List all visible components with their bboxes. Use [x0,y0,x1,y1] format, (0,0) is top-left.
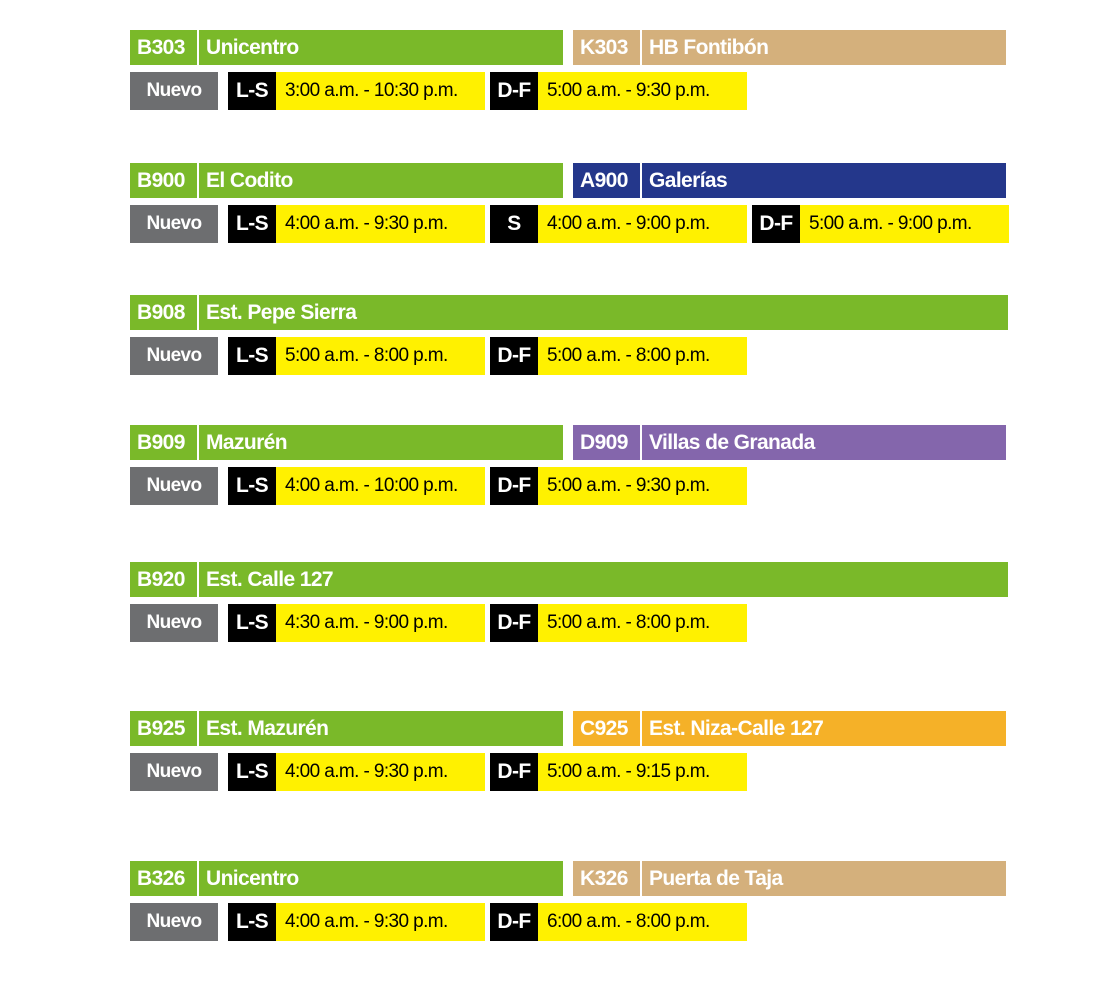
route-code: A900 [573,163,640,198]
status-badge: Nuevo [130,72,218,110]
days-label: L-S [228,753,276,791]
hours: 5:00 a.m. - 9:30 p.m. [538,467,747,505]
hours: 3:00 a.m. - 10:30 p.m. [276,72,485,110]
hours: 4:00 a.m. - 10:00 p.m. [276,467,485,505]
hours: 4:00 a.m. - 9:30 p.m. [276,205,485,243]
route-code: B326 [130,861,197,896]
status-badge: Nuevo [130,903,218,941]
hours: 5:00 a.m. - 8:00 p.m. [538,604,747,642]
route-code: D909 [573,425,640,460]
route-code: B908 [130,295,197,330]
status-badge: Nuevo [130,604,218,642]
hours: 4:00 a.m. - 9:00 p.m. [538,205,747,243]
route-code: B920 [130,562,197,597]
hours: 5:00 a.m. - 8:00 p.m. [538,337,747,375]
days-label: L-S [228,337,276,375]
hours: 6:00 a.m. - 8:00 p.m. [538,903,747,941]
days-label: D-F [490,903,538,941]
days-label: L-S [228,205,276,243]
route-name: Est. Mazurén [199,711,563,746]
days-label: S [490,205,538,243]
days-label: L-S [228,903,276,941]
route-code: B925 [130,711,197,746]
route-code: B909 [130,425,197,460]
days-label: D-F [490,72,538,110]
hours: 4:30 a.m. - 9:00 p.m. [276,604,485,642]
days-label: D-F [490,467,538,505]
hours: 5:00 a.m. - 8:00 p.m. [276,337,485,375]
days-label: L-S [228,604,276,642]
hours: 5:00 a.m. - 9:00 p.m. [800,205,1009,243]
days-label: D-F [490,753,538,791]
route-code: B303 [130,30,197,65]
hours: 4:00 a.m. - 9:30 p.m. [276,753,485,791]
route-name: Unicentro [199,30,563,65]
route-code: K326 [573,861,640,896]
days-label: D-F [490,604,538,642]
route-name: Puerta de Taja [642,861,1006,896]
days-label: D-F [490,337,538,375]
route-name: HB Fontibón [642,30,1006,65]
route-code: C925 [573,711,640,746]
days-label: L-S [228,467,276,505]
route-name: Est. Calle 127 [199,562,1008,597]
route-name: Mazurén [199,425,563,460]
route-name: Villas de Granada [642,425,1006,460]
status-badge: Nuevo [130,467,218,505]
route-name: El Codito [199,163,563,198]
days-label: D-F [752,205,800,243]
hours: 5:00 a.m. - 9:15 p.m. [538,753,747,791]
hours: 5:00 a.m. - 9:30 p.m. [538,72,747,110]
route-name: Est. Niza-Calle 127 [642,711,1006,746]
route-name: Unicentro [199,861,563,896]
route-name: Galerías [642,163,1006,198]
status-badge: Nuevo [130,337,218,375]
days-label: L-S [228,72,276,110]
hours: 4:00 a.m. - 9:30 p.m. [276,903,485,941]
status-badge: Nuevo [130,753,218,791]
route-code: K303 [573,30,640,65]
route-code: B900 [130,163,197,198]
status-badge: Nuevo [130,205,218,243]
route-name: Est. Pepe Sierra [199,295,1008,330]
